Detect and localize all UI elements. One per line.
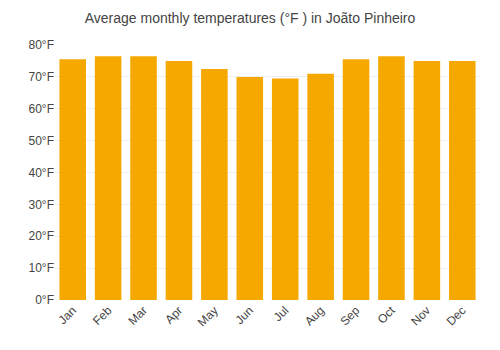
svg-text:Jun: Jun — [233, 303, 257, 327]
svg-text:Sep: Sep — [337, 303, 362, 328]
svg-text:80°F: 80°F — [29, 38, 54, 52]
svg-text:Jul: Jul — [271, 303, 292, 324]
svg-text:Average monthly temperatures (: Average monthly temperatures (°F ) in Jo… — [85, 10, 416, 26]
svg-text:Apr: Apr — [162, 303, 185, 326]
svg-text:60°F: 60°F — [29, 102, 54, 116]
svg-text:Jan: Jan — [55, 303, 79, 327]
svg-text:30°F: 30°F — [29, 198, 54, 212]
svg-text:50°F: 50°F — [29, 134, 54, 148]
svg-text:40°F: 40°F — [29, 166, 54, 180]
svg-text:20°F: 20°F — [29, 229, 54, 243]
svg-text:70°F: 70°F — [29, 70, 54, 84]
svg-text:0°F: 0°F — [35, 293, 54, 307]
svg-text:Oct: Oct — [375, 303, 399, 327]
svg-text:Feb: Feb — [90, 303, 115, 328]
svg-text:Nov: Nov — [408, 303, 433, 328]
svg-text:May: May — [195, 303, 221, 329]
svg-text:Mar: Mar — [125, 303, 150, 328]
svg-text:Dec: Dec — [444, 303, 469, 328]
svg-text:10°F: 10°F — [29, 261, 54, 275]
svg-text:Aug: Aug — [302, 303, 327, 328]
